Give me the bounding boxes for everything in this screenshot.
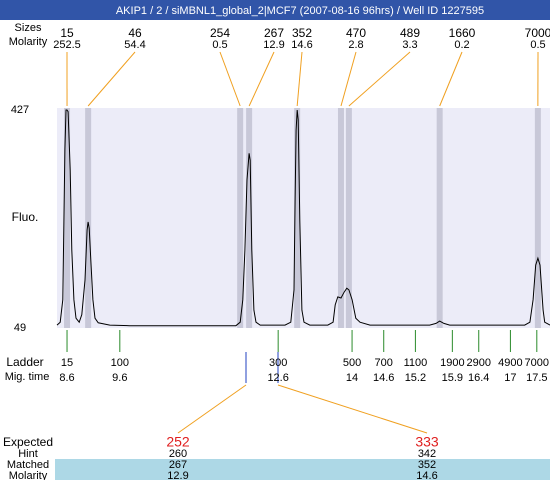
peak-band — [237, 108, 244, 328]
hint-label: Hint — [18, 448, 38, 460]
expected-label: Expected — [3, 435, 53, 449]
ladder-time: 12.6 — [267, 372, 288, 384]
ladder-size: 500 — [343, 357, 361, 369]
ladder-size: 1900 — [440, 357, 464, 369]
trace — [56, 109, 550, 327]
peak-band — [436, 108, 443, 328]
peak-connector — [439, 51, 463, 107]
peak-connector — [340, 51, 357, 107]
peak-size: 7000 — [525, 26, 550, 40]
ladder-time: 17.5 — [526, 372, 547, 384]
molarity-row-label: Molarity — [9, 470, 48, 480]
molarity-value: 14.6 — [416, 470, 437, 480]
ladder-size: 2900 — [466, 357, 490, 369]
molarity-value: 12.9 — [167, 470, 188, 480]
match-connector — [177, 384, 247, 434]
peak-band — [246, 108, 253, 328]
ladder-time: 14.6 — [373, 372, 394, 384]
peak-connector — [348, 51, 411, 107]
peak-size: 352 — [292, 26, 312, 40]
hint-value: 260 — [169, 448, 187, 460]
peak-size: 254 — [210, 26, 230, 40]
ladder-time: 16.4 — [468, 372, 489, 384]
time-label: Mig. time — [5, 371, 50, 383]
hint-value: 342 — [418, 448, 436, 460]
peak-molarity: 0.5 — [530, 39, 545, 51]
ladder-size: 4900 — [498, 357, 522, 369]
size-label: Sizes — [15, 22, 42, 34]
peak-size: 1660 — [449, 26, 476, 40]
y-label: Fluo. — [12, 210, 39, 224]
matched-label: Matched — [7, 459, 49, 471]
peak-molarity: 252.5 — [53, 39, 81, 51]
peak-size: 15 — [60, 26, 74, 40]
peak-connector — [248, 51, 275, 107]
ladder-size: 100 — [111, 357, 129, 369]
peak-band — [345, 108, 352, 328]
ladder-size: 15 — [61, 357, 73, 369]
peak-connector — [219, 51, 241, 107]
ladder-size: 300 — [269, 357, 287, 369]
peak-band — [64, 108, 71, 328]
peak-molarity: 2.8 — [348, 39, 363, 51]
ladder-size: 700 — [375, 357, 393, 369]
plot-area — [57, 108, 550, 328]
peak-band — [534, 108, 541, 328]
peak-size: 470 — [346, 26, 366, 40]
peak-band — [85, 108, 92, 328]
ladder-time: 17 — [504, 372, 516, 384]
ladder-size: 1100 — [404, 357, 428, 369]
peak-molarity: 12.9 — [263, 39, 284, 51]
matched-value: 352 — [418, 459, 436, 471]
title-bar — [0, 0, 550, 20]
molarity-label: Molarity — [9, 36, 48, 48]
peak-connector — [87, 51, 136, 107]
expected-value: 333 — [415, 434, 439, 450]
match-connector — [277, 384, 428, 434]
peak-molarity: 0.2 — [454, 39, 469, 51]
ladder-time: 14 — [346, 372, 358, 384]
expected-value: 252 — [166, 434, 190, 450]
peak-band — [294, 108, 301, 328]
peak-molarity: 0.5 — [212, 39, 227, 51]
y-tick-label: 49 — [14, 322, 26, 334]
peak-band — [337, 108, 344, 328]
matched-band — [55, 459, 550, 480]
ladder-size: 7000 — [525, 357, 549, 369]
peak-molarity: 54.4 — [124, 39, 145, 51]
peak-size: 267 — [264, 26, 284, 40]
peak-size: 46 — [128, 26, 142, 40]
y-tick-label: 427 — [11, 104, 29, 116]
ladder-time: 15.2 — [405, 372, 426, 384]
peak-size: 489 — [400, 26, 420, 40]
matched-value: 267 — [169, 459, 187, 471]
ladder-label: Ladder — [6, 355, 43, 369]
chart-title: AKIP1 / 2 / siMBNL1_global_2|MCF7 (2007-… — [116, 5, 484, 17]
peak-molarity: 3.3 — [402, 39, 417, 51]
ladder-time: 9.6 — [112, 372, 127, 384]
ladder-time: 8.6 — [59, 372, 74, 384]
peak-connector — [296, 51, 303, 107]
ladder-time: 15.9 — [442, 372, 463, 384]
peak-molarity: 14.6 — [291, 39, 312, 51]
